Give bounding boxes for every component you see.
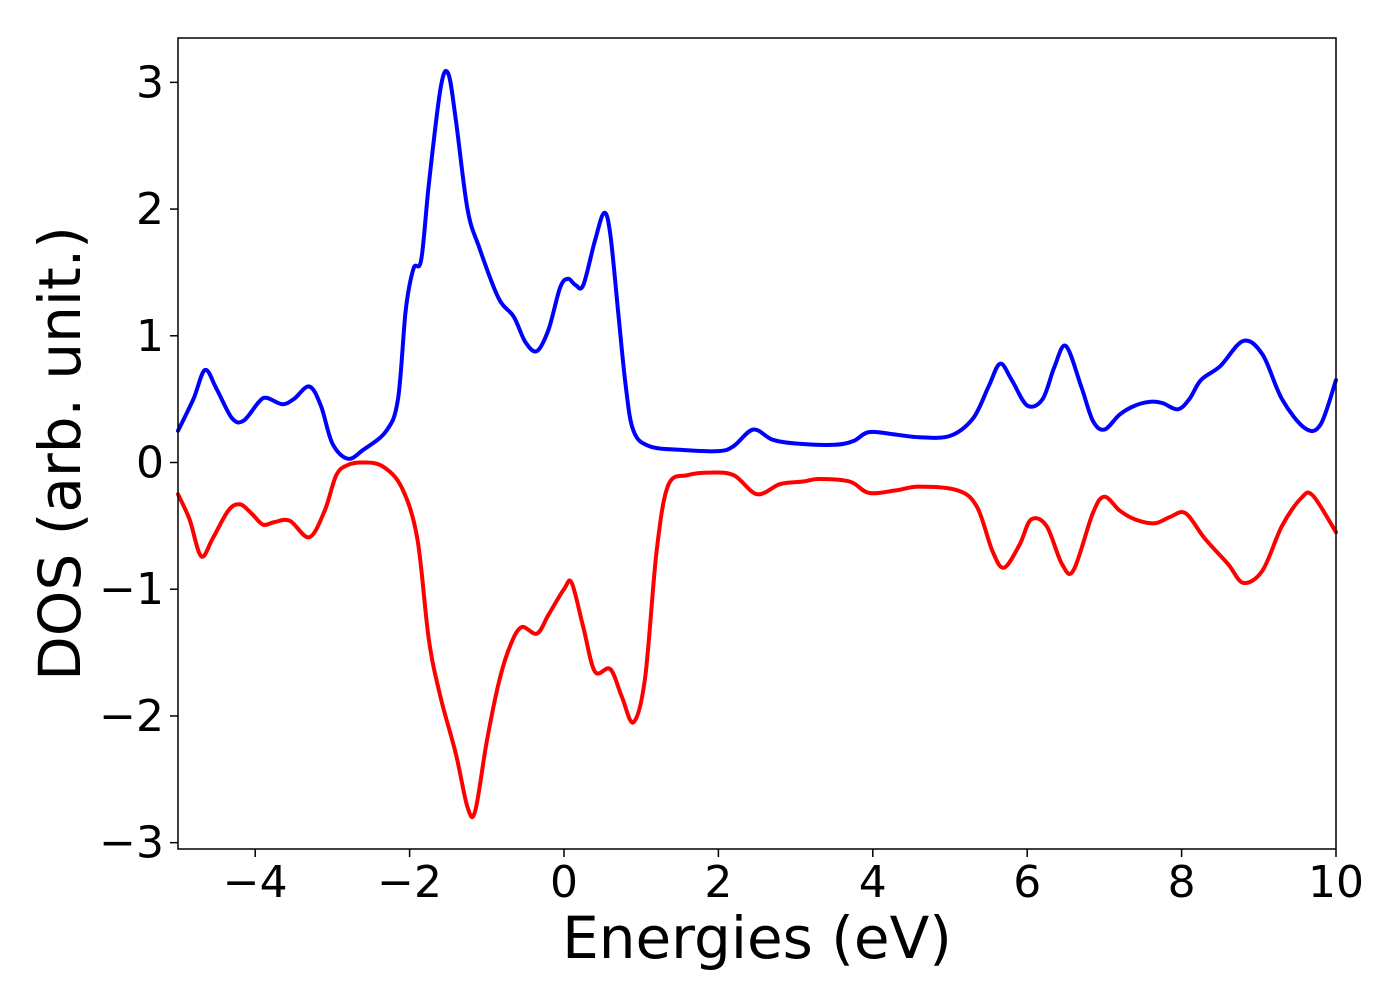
x-tick-label: −4 [223, 857, 288, 908]
y-tick-label: 2 [136, 184, 164, 235]
x-axis-title: Energies (eV) [562, 904, 952, 972]
x-tick-label: 6 [1013, 857, 1041, 908]
y-axis-ticks: 3 2 1 0 −1 −2 −3 [99, 57, 178, 869]
x-tick-label: 10 [1308, 857, 1364, 908]
y-tick-label: −3 [99, 818, 164, 869]
y-tick-label: −2 [99, 691, 164, 742]
y-tick-label: −1 [99, 564, 164, 615]
y-tick-label: 3 [136, 57, 164, 108]
curves-layer [176, 69, 1338, 820]
y-tick-label: 0 [136, 438, 164, 489]
plot-frame [177, 37, 1337, 850]
x-tick-label: −2 [377, 857, 442, 908]
y-tick-label: 1 [136, 311, 164, 362]
dos-series-line-2 [176, 460, 1338, 820]
x-tick-label: 8 [1168, 857, 1196, 908]
x-tick-label: 0 [550, 857, 578, 908]
x-axis-ticks: −4 −2 0 2 4 6 8 10 [223, 849, 1364, 908]
y-axis-title: DOS (arb. unit.) [26, 226, 94, 681]
x-tick-label: 4 [859, 857, 887, 908]
dos-series-line-1 [176, 69, 1338, 461]
x-tick-label: 2 [704, 857, 732, 908]
